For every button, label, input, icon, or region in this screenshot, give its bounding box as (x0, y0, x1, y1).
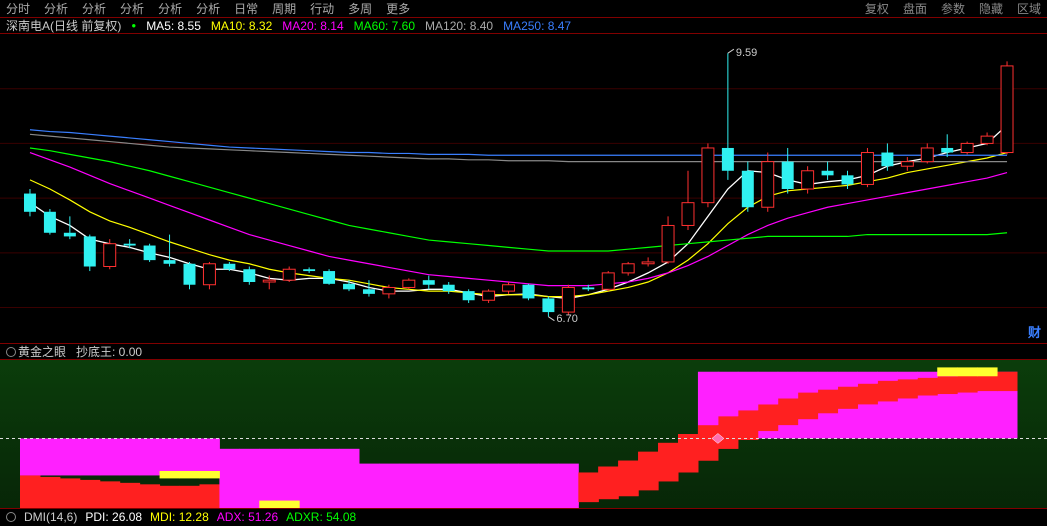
dmi-value: ADXR: 54.08 (286, 510, 356, 524)
top-menu-item[interactable]: 分析 (196, 0, 220, 17)
indicator-svg (0, 360, 1047, 508)
top-right-button[interactable]: 盘面 (903, 0, 927, 17)
top-menu-item[interactable]: 行动 (310, 0, 334, 17)
top-menu-item[interactable]: 分时 (6, 0, 30, 17)
ma-value: MA5: 8.55 (146, 19, 201, 33)
main-chart[interactable]: 9.59 6.70 财 (0, 34, 1047, 344)
indicator-name: 黄金之眼 (18, 345, 66, 359)
top-right-button[interactable]: 复权 (865, 0, 889, 17)
top-right-button[interactable]: 参数 (941, 0, 965, 17)
dmi-value: PDI: 26.08 (85, 510, 142, 524)
top-menu-item[interactable]: 分析 (44, 0, 68, 17)
ma-value: MA10: 8.32 (211, 19, 272, 33)
cai-badge: 财 (1028, 322, 1041, 341)
top-menu-item[interactable]: 分析 (82, 0, 106, 17)
top-menu-item[interactable]: 分析 (158, 0, 182, 17)
ma-value: MA250: 8.47 (503, 19, 571, 33)
ma-value: MA60: 7.60 (354, 19, 415, 33)
stock-title: 深南电A(日线 前复权) (6, 17, 121, 34)
top-menu-item[interactable]: 周期 (272, 0, 296, 17)
top-right-button[interactable]: 区域 (1017, 0, 1041, 17)
top-menu-item[interactable]: 日常 (234, 0, 258, 17)
dmi-value: MDI: 12.28 (150, 510, 209, 524)
ma-value: MA120: 8.40 (425, 19, 493, 33)
indicator-sub: 抄底王: 0.00 (76, 343, 142, 360)
dmi-value: ADX: 51.26 (217, 510, 278, 524)
candlestick-svg (0, 34, 1047, 344)
bottom-bar: DMI(14,6) PDI: 26.08 MDI: 12.28 ADX: 51.26 A… (0, 508, 1047, 524)
ma-value: MA20: 8.14 (282, 19, 343, 33)
price-high-label: 9.59 (736, 47, 757, 59)
dmi-prefix: DMI(14,6) (24, 510, 77, 524)
ma-header: 深南电A(日线 前复权)●MA5: 8.55MA10: 8.32MA20: 8.… (0, 18, 1047, 34)
price-low-label: 6.70 (556, 313, 577, 325)
indicator-header: 黄金之眼 抄底王: 0.00 (0, 344, 1047, 360)
top-menu-item[interactable]: 更多 (386, 0, 410, 17)
indicator-panel[interactable] (0, 360, 1047, 508)
top-right-button[interactable]: 隐藏 (979, 0, 1003, 17)
top-menu-bar: 分时分析分析分析分析分析日常周期行动多周更多复权盘面参数隐藏区域 (0, 0, 1047, 18)
top-menu-item[interactable]: 多周 (348, 0, 372, 17)
top-menu-item[interactable]: 分析 (120, 0, 144, 17)
